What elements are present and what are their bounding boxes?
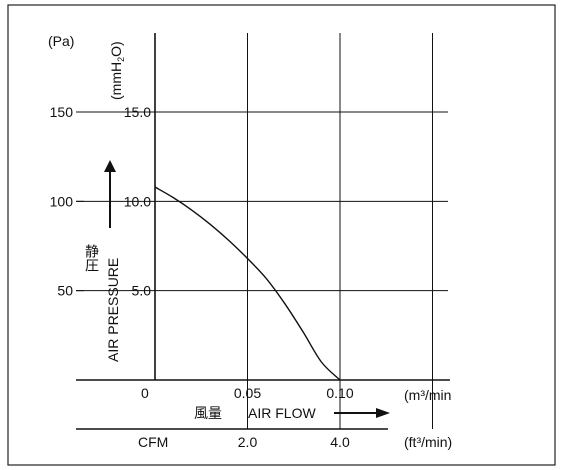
pa-unit-label: (Pa) (48, 33, 74, 49)
ft3-tick-4.0: 4.0 (330, 434, 350, 450)
x-label-jp: 風量 (194, 406, 222, 422)
ft3-unit-label: (ft³/min) (404, 434, 452, 450)
y-label-en: AIR PRESSURE (105, 258, 121, 362)
mmh2o-tick-15.0: 15.0 (124, 104, 151, 120)
pa-tick-50: 50 (57, 283, 73, 299)
outer-border (7, 4, 556, 466)
mmh2o-unit-pre: (mmH (108, 62, 124, 100)
x-origin-zero: 0 (141, 385, 149, 401)
series-curve (154, 186, 341, 381)
pa-tick-150: 150 (50, 104, 74, 120)
x-label-en: AIR FLOW (248, 405, 316, 421)
mmh2o-tick-10.0: 10.0 (124, 193, 151, 209)
mmh2o-unit-post: O) (108, 41, 124, 57)
mmh2o-tick-5.0: 5.0 (132, 283, 152, 299)
m3-tick-labels: 0.05 0.10 (234, 385, 354, 401)
cfm-label: CFM (138, 434, 168, 450)
pa-tick-100: 100 (50, 193, 74, 209)
mmh2o-unit-sub: 2 (116, 57, 126, 62)
mmh2o-unit-label: (mmH2O) (108, 41, 126, 100)
m3-tick-0.10: 0.10 (326, 385, 353, 401)
x-label-arrow-head (376, 408, 390, 418)
ft3-tick-2.0: 2.0 (238, 434, 258, 450)
m3-tick-0.05: 0.05 (234, 385, 261, 401)
y-label-arrow-head (104, 160, 116, 172)
pa-tick-labels: 150 100 50 (50, 104, 84, 299)
y-label-jp: 静圧 (83, 244, 99, 272)
grid (76, 33, 448, 429)
ft3-tick-labels: 2.0 4.0 (238, 434, 350, 450)
mmh2o-tick-labels: 15.0 10.0 5.0 (124, 104, 151, 299)
m3-unit-label: (m³/min (404, 387, 451, 403)
